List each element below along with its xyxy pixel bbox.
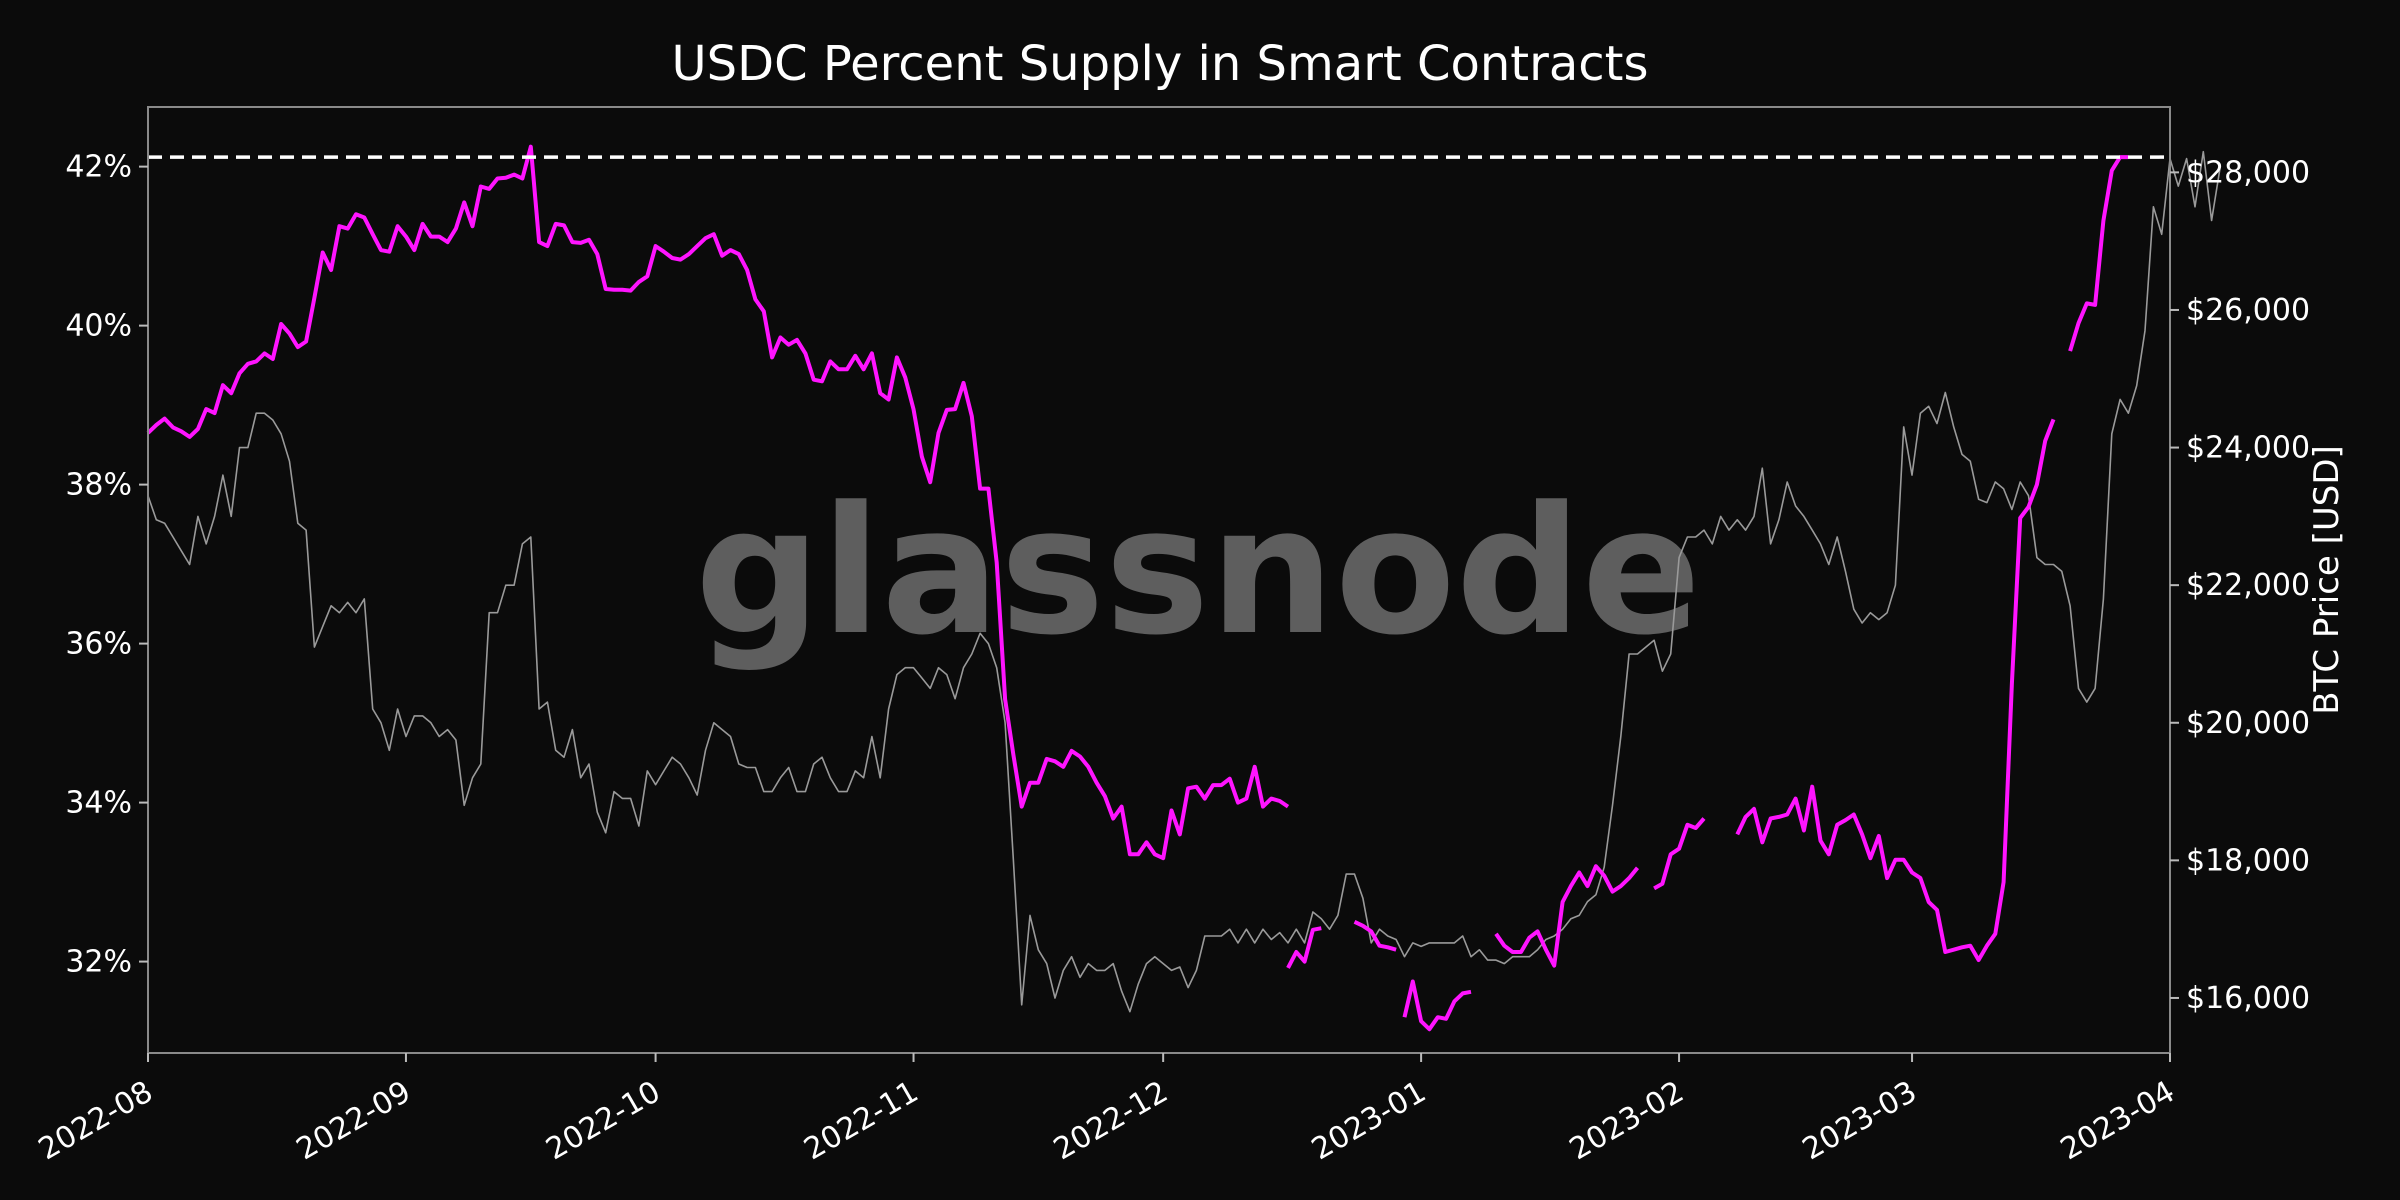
y-right-tick-label: $28,000	[2186, 155, 2310, 190]
btc-price-series	[147, 150, 2221, 1013]
y-right-tick-label: $18,000	[2186, 843, 2310, 878]
y-right-tick-label: $16,000	[2186, 981, 2310, 1016]
y-left-tick-label: 42%	[65, 150, 132, 185]
supply-line-segment-7	[2068, 155, 2129, 352]
supply-line-segment-3	[1402, 979, 1472, 1032]
y-axis-left: 32% 34% 36% 38% 40% 42%	[65, 150, 148, 980]
y-left-tick-label: 36%	[65, 627, 132, 662]
y-axis-right: $16,000 $18,000 $20,000 $22,000 $24,000 $26,0…	[2170, 155, 2310, 1016]
supply-line-segment-5	[1653, 817, 1706, 891]
supply-line-segment-1	[1286, 926, 1322, 969]
y-left-tick-label: 38%	[65, 468, 132, 503]
chart-title: USDC Percent Supply in Smart Contracts	[672, 36, 1649, 92]
y-left-tick-label: 34%	[65, 786, 132, 821]
supply-line-segment-2	[1353, 919, 1397, 952]
y-left-tick-label: 32%	[65, 945, 132, 980]
y-right-tick-label: $20,000	[2186, 706, 2310, 741]
plot-frame	[147, 106, 2171, 1054]
watermark: glassnode	[695, 469, 1701, 674]
y-right-tick-label: $26,000	[2186, 293, 2310, 328]
supply-line-segment-6	[1735, 418, 2056, 962]
y-axis-right-label: BTC Price [USD]	[2307, 445, 2347, 715]
supply-line-segment-0	[146, 144, 1290, 861]
y-right-tick-label: $22,000	[2186, 568, 2310, 603]
y-left-tick-label: 40%	[65, 309, 132, 344]
price-line-segment-0	[147, 150, 2221, 1013]
supply-line-segment-4	[1494, 864, 1640, 968]
usdc-supply-series	[146, 144, 2129, 1032]
y-right-tick-label: $24,000	[2186, 431, 2310, 466]
